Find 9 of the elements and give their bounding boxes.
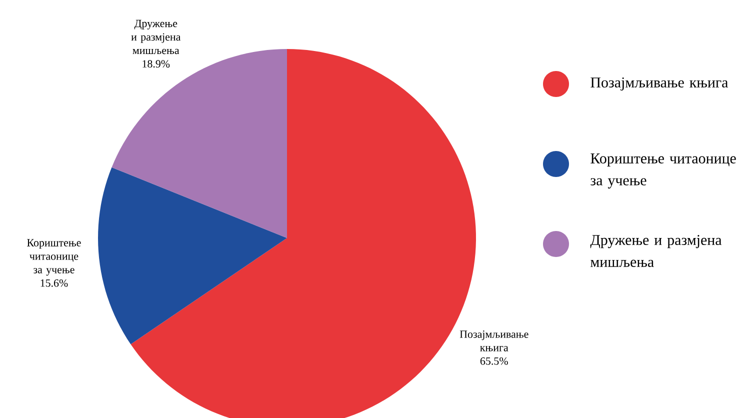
data-label: 15.6% xyxy=(40,279,68,287)
slice-label: Кориштење читаонице за учење xyxy=(27,239,81,276)
data-label: 65.5% xyxy=(480,357,508,365)
data-label: 18.9% xyxy=(142,60,170,68)
slice-label: Позајмљивање књига xyxy=(460,330,528,352)
slice-label: Дружење и размјена мишљења xyxy=(131,20,181,54)
legend-label: Позајмљивање књига xyxy=(590,77,728,91)
legend-label: Дружење и размјена мишљења xyxy=(590,235,722,267)
legend-label: Кориштење читаонице за учење xyxy=(590,154,736,188)
